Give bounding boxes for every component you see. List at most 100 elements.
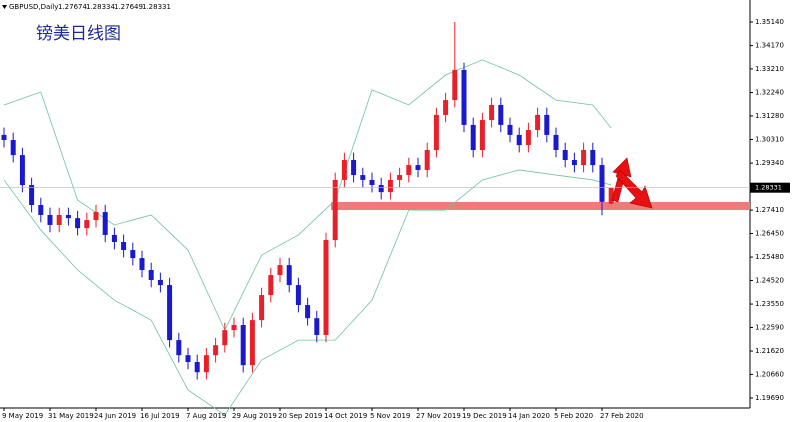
plot: [1, 21, 750, 416]
candle-body: [130, 250, 136, 259]
candle-body: [397, 175, 403, 180]
y-tick-label: 1.26450: [755, 229, 784, 237]
header-close: 1.28331: [142, 3, 171, 11]
candle-body: [176, 340, 182, 356]
candle-body: [443, 100, 449, 115]
candle-body: [525, 130, 531, 146]
candle-body: [406, 165, 412, 176]
candle-body: [277, 265, 283, 276]
candle-body: [295, 285, 301, 306]
y-tick-label: 1.32240: [755, 89, 784, 97]
candle-body: [157, 279, 163, 286]
candle-body: [65, 214, 71, 219]
candle-body: [452, 69, 458, 101]
header-low: 1.27649: [114, 3, 143, 11]
candle-body: [470, 124, 476, 150]
candle-body: [351, 159, 357, 176]
candle-body: [424, 149, 430, 170]
candle-body: [581, 149, 587, 166]
header-high: 1.28334: [86, 3, 115, 11]
x-tick-label: 9 May 2019: [2, 412, 43, 420]
candle-body: [378, 185, 384, 193]
candle-body: [369, 179, 375, 186]
x-tick-label: 29 Aug 2019: [232, 412, 277, 420]
x-tick-label: 27 Nov 2019: [416, 412, 461, 420]
current-price-label: 1.28331: [755, 184, 782, 192]
candle-body: [571, 159, 577, 166]
y-tick-label: 1.19690: [755, 394, 784, 402]
candle-body: [29, 185, 35, 205]
x-tick-label: 20 Sep 2019: [278, 412, 322, 420]
candle-body: [56, 214, 62, 225]
x-tick-label: 16 Jul 2019: [140, 412, 180, 420]
candle-body: [599, 165, 605, 202]
candle-body: [498, 104, 504, 125]
candle-body: [259, 295, 265, 321]
x-tick-label: 14 Oct 2019: [324, 412, 367, 420]
candle-body: [240, 324, 246, 366]
candle-body: [332, 179, 338, 241]
candle-body: [148, 269, 154, 280]
symbol: GBPUSD,Daily: [9, 3, 58, 11]
candle-body: [562, 149, 568, 160]
candle-body: [167, 285, 173, 341]
y-tick-label: 1.21620: [755, 347, 784, 355]
candle-body: [213, 345, 219, 356]
candle-body: [203, 355, 209, 373]
candle-body: [387, 179, 393, 193]
candle-body: [222, 330, 228, 346]
candle-body: [102, 212, 108, 235]
candle-body: [185, 355, 191, 362]
x-tick-label: 5 Feb 2020: [554, 412, 593, 420]
candle-body: [415, 165, 421, 170]
candle-body: [590, 149, 596, 166]
candle-body: [323, 240, 329, 335]
candle-body: [47, 214, 53, 225]
current-price-box: [750, 182, 790, 193]
candle-body: [341, 159, 347, 180]
candle-body: [608, 187, 614, 204]
candle-body: [268, 275, 274, 296]
candle-body: [111, 234, 117, 242]
candle-body: [553, 134, 559, 150]
candle-body: [1, 134, 7, 141]
candle-body: [19, 155, 25, 186]
candle-body: [360, 175, 366, 180]
x-tick-label: 19 Dec 2019: [462, 412, 507, 420]
candle-body: [38, 205, 44, 215]
candle-body: [544, 114, 550, 135]
bollinger-band: [3, 59, 612, 332]
candle-body: [121, 241, 127, 251]
candle-body: [516, 134, 522, 146]
candle-body: [433, 114, 439, 150]
x-tick-label: 5 Nov 2019: [370, 412, 410, 420]
y-tick-label: 1.24520: [755, 276, 784, 284]
menu-arrow[interactable]: [2, 5, 7, 9]
candle-body: [479, 120, 485, 150]
x-tick-label: 27 Feb 2020: [600, 412, 644, 420]
candle-body: [286, 265, 292, 286]
y-tick-label: 1.34170: [755, 42, 784, 50]
x-tick-label: 31 May 2019: [48, 412, 94, 420]
y-tick-label: 1.25480: [755, 253, 784, 261]
y-tick-label: 1.29340: [755, 159, 784, 167]
candle-body: [139, 258, 145, 270]
candle-body: [93, 212, 99, 221]
header-open: 1.27674: [58, 3, 87, 11]
x-tick-label: 7 Aug 2019: [186, 412, 226, 420]
y-tick-label: 1.20660: [755, 370, 784, 378]
chart-title: 镑美日线图: [36, 24, 121, 44]
y-tick-label: 1.27410: [755, 206, 784, 214]
candle-body: [314, 318, 320, 335]
candle-body: [489, 104, 495, 121]
x-tick-label: 14 Jan 2020: [508, 412, 550, 420]
candle-body: [249, 320, 255, 366]
down-arrow: [615, 169, 653, 209]
y-tick-label: 1.23550: [755, 300, 784, 308]
candle-body: [194, 361, 200, 373]
y-tick-label: 1.31280: [755, 112, 784, 120]
candle-body: [461, 69, 467, 125]
y-tick-label: 1.30310: [755, 136, 784, 144]
